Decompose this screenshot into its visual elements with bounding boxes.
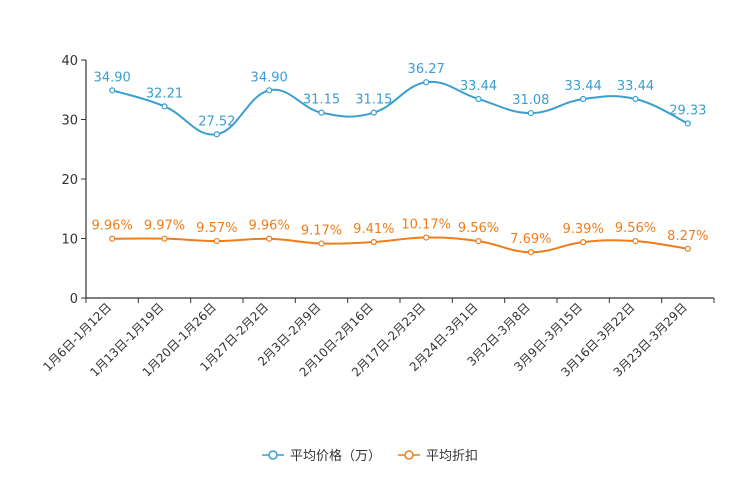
y-tick-label: 10 xyxy=(61,233,78,248)
data-label: 33.44 xyxy=(565,79,602,94)
legend[interactable]: 平均价格（万） 平均折扣 xyxy=(262,448,478,464)
data-label: 33.44 xyxy=(617,79,654,94)
data-label: 27.52 xyxy=(198,114,235,129)
legend-marker-icon xyxy=(268,450,278,460)
data-point[interactable] xyxy=(109,235,116,242)
data-point[interactable] xyxy=(423,79,430,86)
data-point[interactable] xyxy=(527,249,534,256)
data-point[interactable] xyxy=(213,237,220,245)
data-point[interactable] xyxy=(318,109,325,116)
data-point[interactable] xyxy=(527,109,534,117)
data-label: 36.27 xyxy=(408,62,445,77)
data-point[interactable] xyxy=(632,95,639,103)
data-point[interactable] xyxy=(266,87,273,94)
data-point[interactable] xyxy=(632,238,639,245)
data-point[interactable] xyxy=(684,245,691,252)
data-point[interactable] xyxy=(109,87,116,94)
data-point[interactable] xyxy=(370,238,377,246)
data-label: 31.08 xyxy=(512,93,549,108)
y-tick-label: 0 xyxy=(70,292,78,307)
legend-marker-icon xyxy=(404,450,414,460)
data-point[interactable] xyxy=(475,238,482,245)
data-label: 29.33 xyxy=(669,103,706,118)
data-label: 31.15 xyxy=(355,93,392,108)
y-tick-label: 30 xyxy=(61,114,78,129)
data-point[interactable] xyxy=(580,95,587,103)
data-point[interactable] xyxy=(370,109,377,116)
data-point[interactable] xyxy=(318,240,325,247)
data-label: 8.27% xyxy=(667,229,708,244)
legend-label: 平均价格（万） xyxy=(290,448,381,464)
legend-item-average-discount[interactable]: 平均折扣 xyxy=(398,449,478,464)
data-point[interactable] xyxy=(580,239,587,246)
data-label: 7.69% xyxy=(510,232,551,247)
data-label: 9.39% xyxy=(563,222,604,237)
data-point[interactable] xyxy=(266,235,273,242)
legend-label: 平均折扣 xyxy=(426,449,478,464)
data-label: 34.90 xyxy=(94,70,131,85)
data-label: 34.90 xyxy=(251,70,288,85)
data-label: 9.96% xyxy=(92,219,133,234)
y-tick-label: 40 xyxy=(61,54,78,69)
data-label: 9.96% xyxy=(249,219,290,234)
data-point[interactable] xyxy=(423,234,430,241)
y-tick-label: 20 xyxy=(61,173,78,188)
data-point[interactable] xyxy=(475,95,482,103)
data-point[interactable] xyxy=(161,103,168,110)
data-label: 9.97% xyxy=(144,219,185,234)
data-label: 9.41% xyxy=(353,222,394,237)
data-label: 10.17% xyxy=(401,217,451,232)
series-line xyxy=(112,236,688,254)
data-label: 32.21 xyxy=(146,86,183,101)
data-label: 31.15 xyxy=(303,93,340,108)
series-average-price: 34.90 32.21 27.52 34.90 31.15 31.15 36.27 33.44… xyxy=(94,62,706,138)
data-point[interactable] xyxy=(161,235,168,242)
data-label: 9.57% xyxy=(196,221,237,236)
data-point[interactable] xyxy=(213,131,220,138)
data-point[interactable] xyxy=(684,120,691,127)
series-layer: 34.90 32.21 27.52 34.90 31.15 31.15 36.27 33.44… xyxy=(92,62,708,256)
data-label: 33.44 xyxy=(460,79,497,94)
data-label: 9.56% xyxy=(458,221,499,236)
data-label: 9.56% xyxy=(615,221,656,236)
series-average-discount: 9.96% 9.97% 9.57% 9.96% 9.17% 9.41% 10.17% 9.56… xyxy=(92,217,708,256)
legend-item-average-price[interactable]: 平均价格（万） xyxy=(262,448,381,464)
data-label: 9.17% xyxy=(301,223,342,238)
